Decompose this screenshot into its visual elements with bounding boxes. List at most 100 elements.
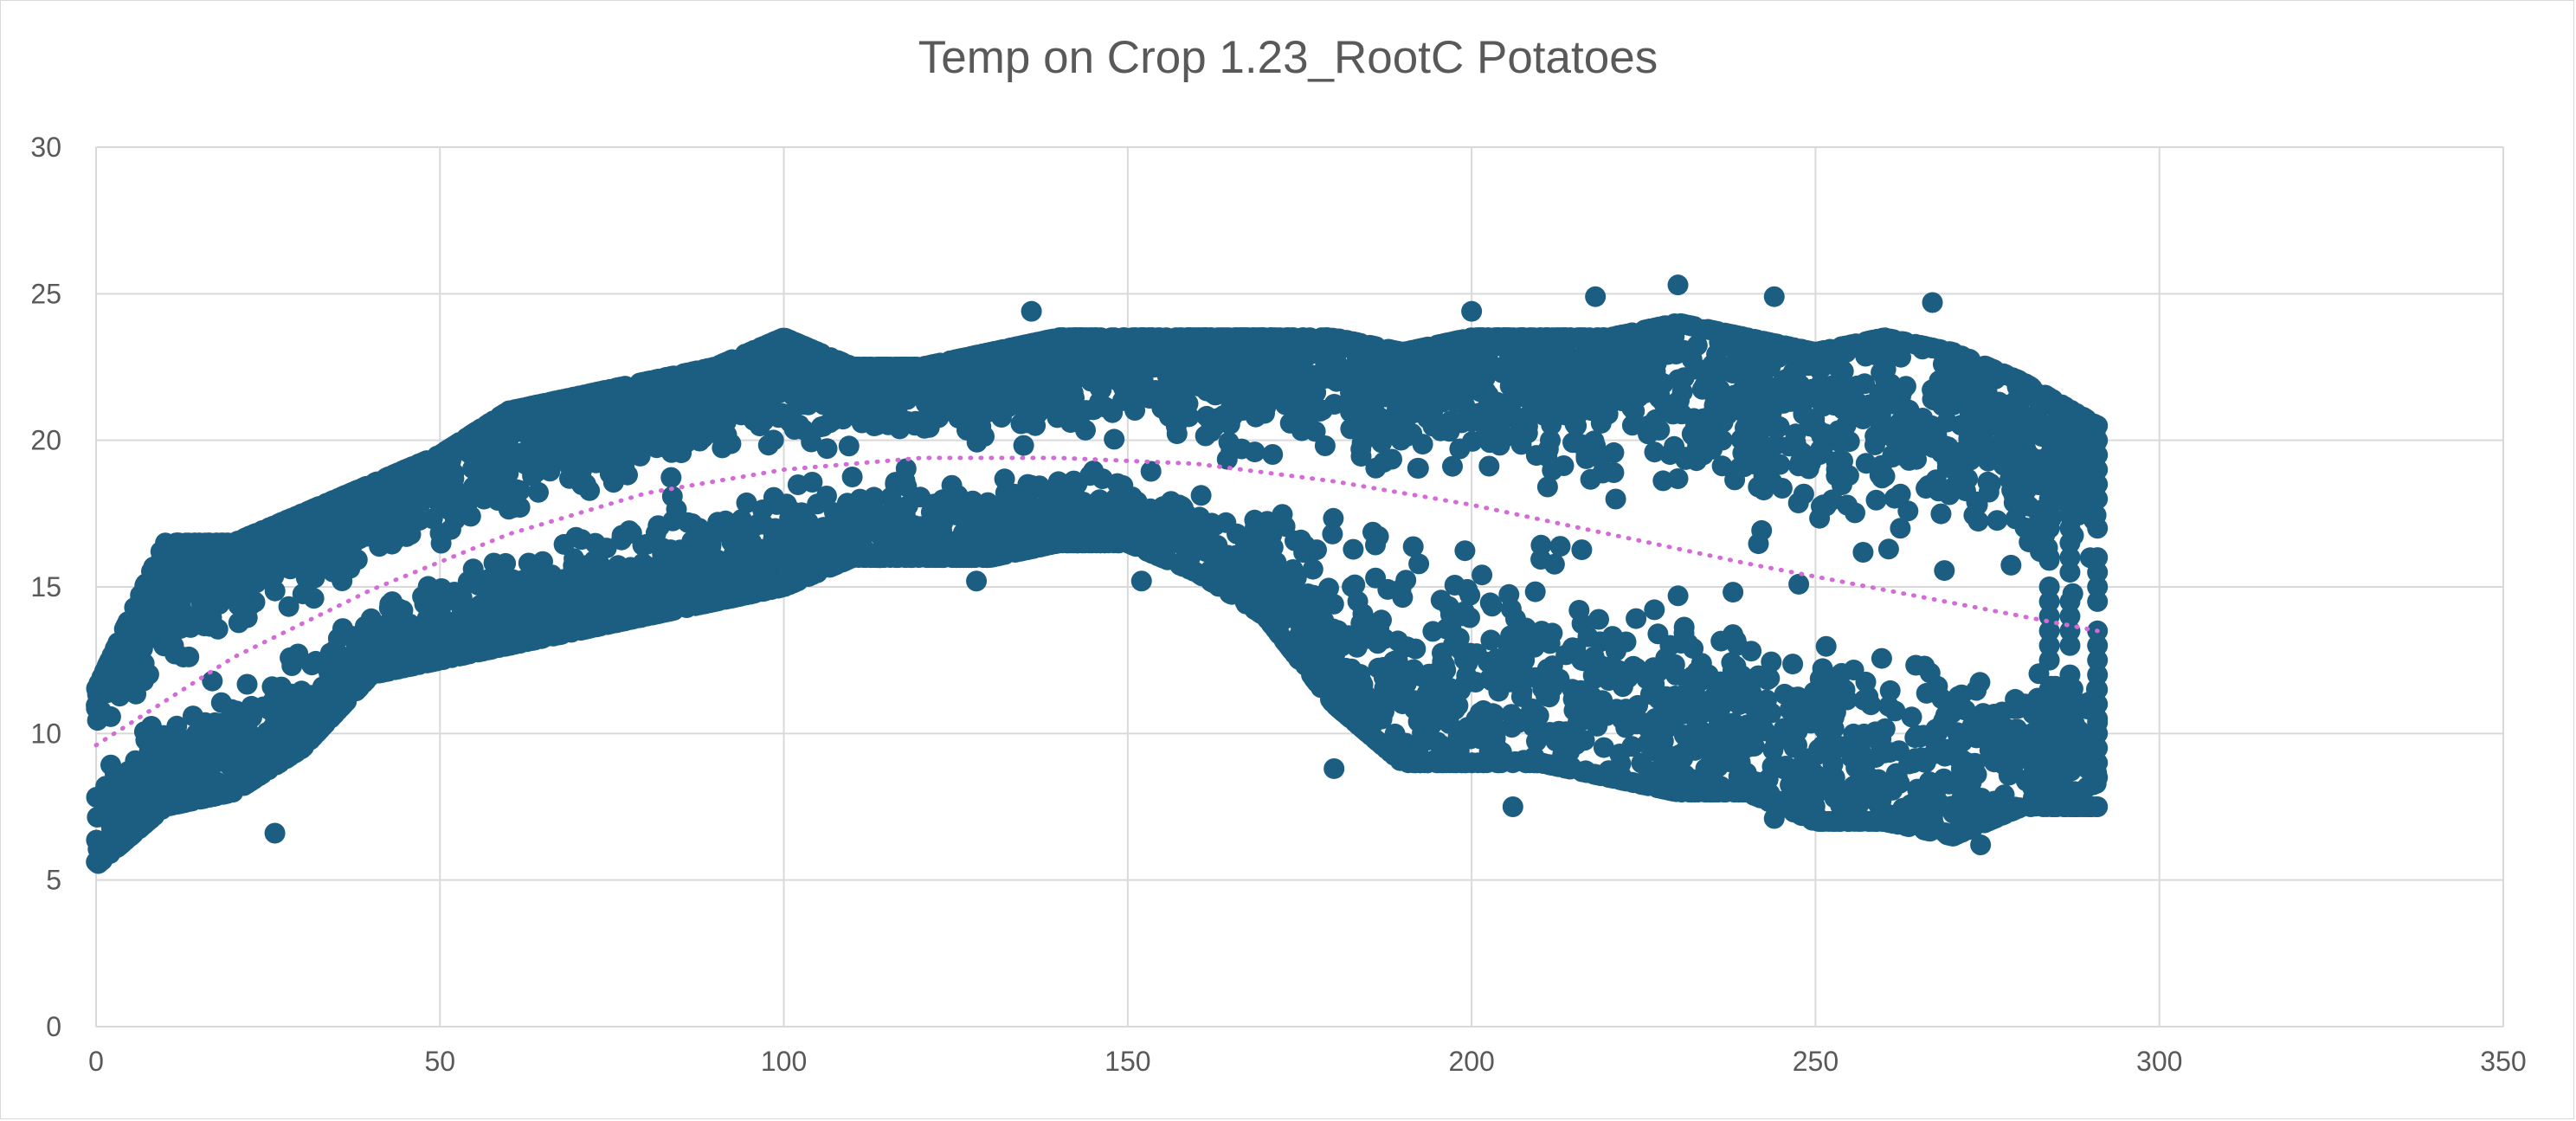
data-point	[841, 467, 863, 487]
data-point	[490, 563, 512, 584]
data-point	[1343, 538, 1364, 560]
data-point	[1644, 441, 1665, 463]
data-point	[1588, 609, 1609, 630]
data-point	[1815, 635, 1837, 657]
data-point	[1897, 500, 1919, 522]
data-point	[1481, 596, 1503, 617]
data-point	[512, 570, 533, 591]
data-point	[1935, 705, 1956, 726]
data-point	[1013, 435, 1034, 456]
data-point	[783, 419, 805, 440]
data-point	[1884, 700, 1906, 722]
data-point	[918, 416, 940, 438]
data-point	[1761, 702, 1782, 724]
data-point	[1140, 461, 1162, 482]
data-point	[236, 673, 258, 695]
data-point	[1643, 657, 1665, 679]
data-point	[1407, 457, 1428, 479]
data-point	[1625, 380, 1646, 402]
data-point	[1165, 416, 1187, 437]
data-point	[1422, 621, 1444, 642]
data-point	[1530, 534, 1552, 556]
data-point	[1322, 692, 1343, 713]
data-point	[1822, 375, 1844, 396]
data-point	[736, 492, 757, 513]
data-point	[1488, 752, 1510, 774]
data-point	[807, 493, 828, 515]
data-point	[1871, 647, 1892, 669]
data-point	[202, 670, 223, 692]
data-point	[1218, 431, 1240, 453]
data-point	[1960, 449, 1981, 471]
data-point	[1652, 470, 1674, 492]
data-point	[1934, 560, 1955, 582]
data-point	[87, 710, 108, 731]
data-point	[1365, 567, 1387, 589]
data-point	[1711, 429, 1733, 451]
data-point	[460, 506, 481, 527]
data-point	[1751, 519, 1773, 541]
data-point	[228, 612, 249, 634]
data-point	[264, 580, 286, 602]
data-point	[1583, 430, 1605, 452]
data-point	[1408, 553, 1430, 575]
data-point	[584, 532, 606, 554]
data-point	[1323, 507, 1344, 529]
data-point	[1631, 752, 1652, 774]
data-point	[1104, 428, 1125, 450]
data-point	[1075, 419, 1096, 441]
data-point	[1279, 412, 1301, 434]
data-point	[1987, 510, 2008, 532]
data-point	[248, 765, 269, 787]
data-point	[1930, 503, 1952, 525]
data-point	[802, 472, 823, 493]
data-point	[1472, 564, 1493, 586]
data-point	[1941, 341, 1962, 363]
data-point	[1854, 373, 1876, 395]
data-point	[1451, 412, 1472, 434]
data-point	[1890, 518, 1911, 539]
data-point	[1711, 455, 1733, 477]
data-point	[2000, 554, 2022, 576]
data-points	[86, 274, 2109, 874]
data-point	[1912, 411, 1934, 433]
data-point	[1318, 577, 1339, 599]
data-point	[1553, 455, 1575, 476]
data-point	[1314, 435, 1336, 456]
data-point	[1875, 370, 1897, 391]
data-point	[1537, 439, 1559, 461]
data-point	[1219, 414, 1240, 435]
data-point	[1761, 651, 1782, 673]
data-point	[1350, 438, 1372, 460]
data-point	[1416, 730, 1438, 751]
data-point	[1702, 319, 1723, 341]
data-point	[416, 589, 438, 609]
data-point	[1549, 378, 1571, 400]
chart-title: Temp on Crop 1.23_RootC Potatoes	[918, 32, 1658, 83]
data-point	[1402, 536, 1424, 557]
data-point	[1831, 662, 1852, 684]
data-point	[1788, 573, 1810, 595]
data-point	[1723, 582, 1744, 603]
data-point	[1871, 728, 1892, 750]
data-point	[1626, 608, 1647, 629]
data-point	[1656, 718, 1678, 739]
data-point	[1793, 483, 1814, 505]
data-point	[210, 692, 232, 713]
data-point	[1555, 644, 1577, 666]
data-point	[1929, 370, 1950, 391]
data-point	[757, 435, 779, 456]
data-point	[1927, 675, 1948, 697]
data-point	[1501, 717, 1523, 738]
data-point	[1727, 635, 1748, 656]
data-point	[1667, 585, 1689, 607]
data-point	[1066, 474, 1088, 495]
data-point	[1593, 737, 1614, 758]
data-point	[1454, 540, 1476, 562]
data-point	[1480, 629, 1502, 651]
data-point	[1855, 453, 1877, 474]
data-point	[895, 458, 917, 480]
data-point	[1644, 599, 1665, 621]
